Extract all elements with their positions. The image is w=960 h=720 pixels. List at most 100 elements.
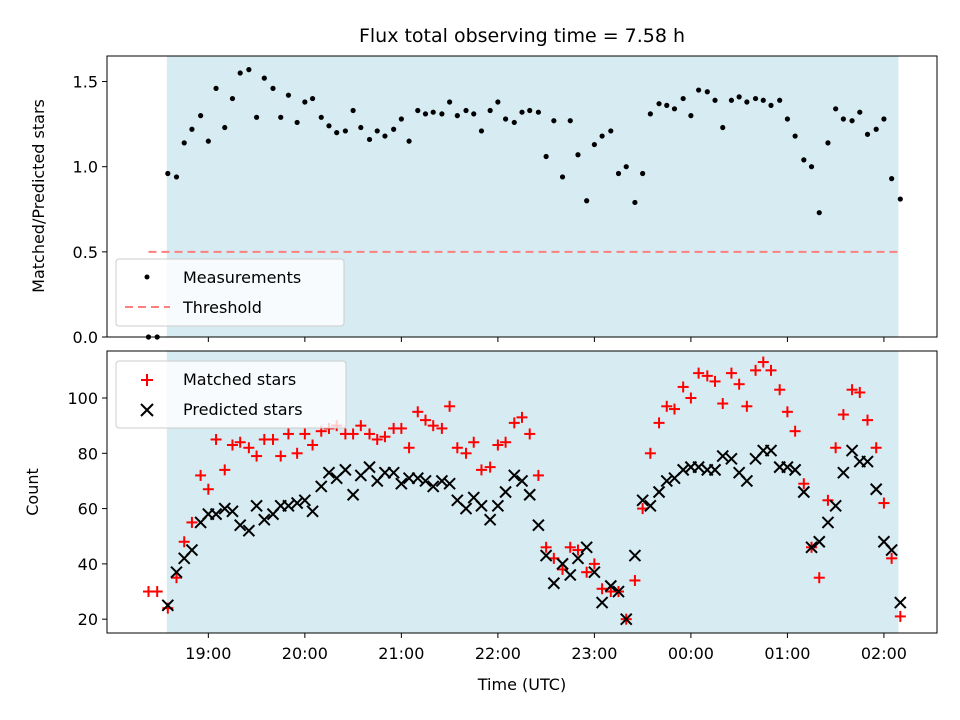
predicted-star-stroke-b: [242, 524, 256, 537]
measurement-point: [302, 99, 308, 105]
measurement-point: [897, 196, 903, 202]
measurement-point: [656, 101, 662, 107]
predicted-star-point: [306, 505, 319, 518]
measurement-point: [478, 128, 485, 134]
measurement-point: [632, 199, 638, 206]
matched-star-point: [436, 422, 448, 434]
matched-star-point: [677, 381, 689, 393]
matched-star-point: [267, 433, 279, 445]
predicted-star-point: [515, 474, 529, 488]
top-legend-box: [115, 258, 345, 327]
predicted-star-point: [829, 499, 842, 513]
measurement-point: [285, 92, 292, 98]
matched-star-point: [781, 406, 793, 418]
matched-star-point: [468, 436, 480, 448]
matched-star-point: [379, 431, 391, 443]
measurement-point: [398, 116, 404, 122]
predicted-star-stroke-b: [290, 496, 304, 510]
predicted-star-point: [676, 463, 690, 477]
predicted-star-stroke-b: [692, 460, 705, 474]
measurement-point: [502, 116, 509, 122]
matched-star-point: [178, 536, 190, 548]
matched-star-point: [757, 356, 769, 368]
predicted-star-stroke-b: [788, 463, 802, 477]
predicted-star-point: [821, 516, 835, 529]
predicted-star-stroke-b: [845, 444, 859, 457]
predicted-star-stroke-b: [363, 460, 376, 474]
top-panel: 0.0 0.5 1.0 1.5 Matched/Predicted stars Mea…: [29, 55, 938, 347]
predicted-star-point: [258, 513, 271, 526]
matched-star-point: [170, 572, 182, 584]
predicted-star-point: [185, 543, 199, 557]
measurement-point: [599, 133, 605, 139]
matched-star-point: [403, 442, 415, 454]
matched-star-point: [460, 447, 472, 459]
measurement-point: [415, 107, 421, 114]
predicted-star-stroke-b: [556, 557, 569, 571]
matched-star-point: [355, 420, 367, 432]
matched-star-point: [500, 436, 512, 448]
matched-star-point: [725, 367, 737, 379]
matched-star-point: [234, 436, 246, 448]
predicted-star-stroke-b: [612, 585, 625, 598]
measurement-point: [246, 67, 252, 73]
measurement-point: [487, 107, 493, 114]
measurement-point: [584, 198, 590, 204]
predicted-star-point: [483, 513, 497, 526]
predicted-star-point: [580, 541, 593, 554]
predicted-star-stroke-b: [547, 577, 561, 590]
predicted-star-stroke-b: [395, 477, 408, 490]
measurement-point: [229, 95, 236, 102]
predicted-star-point: [628, 549, 642, 562]
matched-star-point: [564, 541, 576, 553]
predicted-star-stroke-b: [636, 494, 649, 507]
matched-star-point: [186, 516, 198, 528]
predicted-star-point: [387, 466, 400, 479]
measurement-point: [808, 164, 815, 170]
measurement-point: [511, 119, 517, 126]
measurement-point: [439, 111, 445, 117]
measurement-point: [575, 152, 581, 158]
matched-star-point: [750, 364, 762, 376]
top-axes: 0.0 0.5 1.0 1.5: [73, 73, 885, 347]
predicted-star-stroke-b: [837, 466, 850, 479]
predicted-star-stroke-b: [282, 499, 295, 513]
measurement-point: [849, 118, 855, 124]
predicted-star-stroke-b: [877, 535, 891, 548]
predicted-star-stroke-b: [588, 565, 601, 579]
legend-predicted-label: Predicted stars: [183, 400, 303, 419]
x-axis-label: Time (UTC): [477, 675, 566, 694]
matched-star-point: [870, 442, 882, 454]
predicted-star-stroke-b: [676, 463, 690, 477]
measurement-point: [519, 109, 525, 115]
predicted-star-point: [218, 502, 231, 515]
measurement-point: [447, 99, 453, 105]
predicted-star-point: [788, 463, 802, 477]
predicted-star-stroke-b: [580, 541, 593, 554]
matched-star-point: [886, 552, 898, 564]
matched-star-point: [226, 439, 238, 451]
predicted-star-stroke-b: [218, 502, 231, 515]
predicted-star-stroke-b: [467, 491, 480, 504]
matched-star-point: [588, 558, 600, 570]
measurement-point: [495, 99, 501, 105]
measurement-point: [213, 85, 219, 91]
predicted-star-stroke-b: [885, 543, 898, 557]
predicted-star-point: [571, 552, 585, 565]
predicted-star-stroke-b: [821, 516, 835, 529]
predicted-star-point: [443, 477, 456, 490]
predicted-star-point: [845, 444, 859, 457]
predicted-star-point: [652, 485, 666, 499]
measurement-point: [189, 126, 195, 132]
predicted-star-point: [861, 455, 874, 468]
matched-star-point: [693, 367, 705, 379]
measurement-point: [889, 176, 895, 182]
predicted-star-stroke-b: [532, 518, 545, 532]
bottom-y-tick-label: 60: [78, 500, 98, 519]
legend-measurements-marker: [144, 274, 150, 280]
predicted-star-point: [282, 499, 295, 513]
measurement-point: [463, 107, 469, 114]
matched-star-point: [822, 494, 834, 506]
matched-star-point: [789, 425, 801, 437]
matched-star-point: [741, 400, 753, 412]
